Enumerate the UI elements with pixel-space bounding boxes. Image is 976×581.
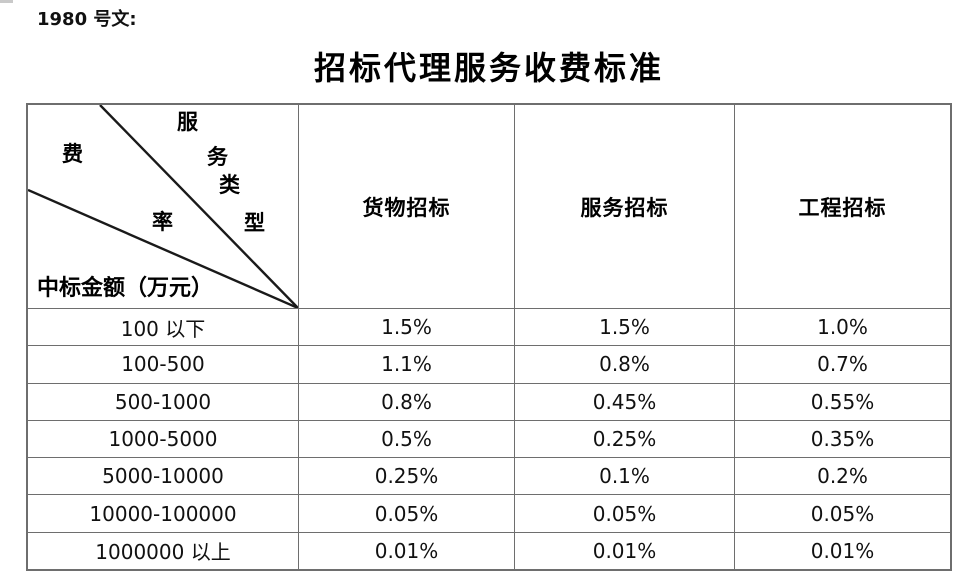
- table-row: 10000-100000 0.05% 0.05% 0.05%: [28, 494, 950, 532]
- rate-cell: 0.25%: [514, 420, 734, 458]
- corner-label-service-type-char: 务: [207, 144, 228, 169]
- rate-value: 1.1%: [381, 352, 432, 377]
- column-header-label: 工程招标: [798, 194, 887, 220]
- rate-value: 0.8%: [381, 389, 432, 414]
- table-row: 100-500 1.1% 0.8% 0.7%: [28, 345, 950, 383]
- rate-cell: 1.5%: [298, 309, 514, 346]
- rate-value: 0.01%: [810, 538, 875, 563]
- rate-cell: 0.05%: [734, 495, 950, 532]
- row-label: 1000000 以上: [95, 540, 231, 565]
- corner-label-fee-rate-char: 率: [152, 209, 173, 234]
- rate-value: 0.45%: [592, 389, 657, 414]
- table-row: 1000-5000 0.5% 0.25% 0.35%: [28, 419, 950, 458]
- scan-edge-artifact: [0, 0, 13, 3]
- column-header-goods: 货物招标: [298, 105, 514, 308]
- row-label: 100 以下: [120, 316, 206, 341]
- rate-value: 0.05%: [810, 501, 875, 526]
- rate-value: 0.55%: [810, 389, 875, 414]
- row-label-cell: 1000000 以上: [28, 533, 298, 569]
- row-label: 10000-100000: [89, 501, 237, 526]
- table-row: 1000000 以上 0.01% 0.01% 0.01%: [28, 531, 950, 569]
- table-header-row: 服 务 类 型 费 率 中标金额（万元） 货物招标 服务招标 工程招标: [28, 105, 950, 308]
- row-label-cell: 1000-5000: [28, 421, 298, 457]
- rate-value: 0.25%: [592, 426, 657, 451]
- column-header-works: 工程招标: [734, 105, 950, 308]
- rate-cell: 0.7%: [734, 346, 950, 383]
- rate-value: 0.2%: [817, 464, 868, 489]
- fee-standard-table: 服 务 类 型 费 率 中标金额（万元） 货物招标 服务招标 工程招标 100 …: [26, 103, 952, 571]
- page-title: 招标代理服务收费标准: [313, 49, 664, 87]
- rate-cell: 0.05%: [298, 495, 514, 532]
- row-label: 1000-5000: [108, 426, 218, 451]
- rate-value: 0.35%: [810, 426, 875, 451]
- corner-label-fee-rate-char: 费: [62, 141, 83, 166]
- rate-value: 1.0%: [817, 315, 868, 340]
- row-label: 500-1000: [114, 389, 212, 414]
- rate-cell: 0.45%: [514, 383, 734, 420]
- rate-cell: 0.01%: [514, 532, 734, 569]
- rate-cell: 0.01%: [298, 532, 514, 569]
- rate-value: 0.5%: [381, 426, 432, 451]
- rate-cell: 0.5%: [298, 420, 514, 458]
- row-label-cell: 10000-100000: [28, 495, 298, 531]
- corner-label-service-type-char: 类: [219, 172, 240, 197]
- rate-value: 0.1%: [599, 464, 650, 489]
- rate-value: 0.01%: [374, 538, 439, 563]
- rate-cell: 0.01%: [734, 532, 950, 569]
- rate-value: 1.5%: [381, 315, 432, 340]
- rate-value: 0.05%: [374, 501, 439, 526]
- diagonal-divider-lines: [28, 105, 298, 308]
- rate-cell: 1.1%: [298, 346, 514, 383]
- document-reference: 1980 号文:: [37, 9, 137, 30]
- row-label: 100-500: [121, 352, 205, 377]
- rate-value: 1.5%: [599, 315, 650, 340]
- row-axis-label: 中标金额（万元）: [37, 275, 214, 301]
- rate-value: 0.8%: [599, 352, 650, 377]
- table-row: 5000-10000 0.25% 0.1% 0.2%: [28, 457, 950, 495]
- rate-cell: 0.8%: [514, 346, 734, 383]
- table-row: 100 以下 1.5% 1.5% 1.0%: [28, 308, 950, 346]
- rate-value: 0.05%: [592, 501, 657, 526]
- row-label-cell: 100 以下: [28, 309, 298, 345]
- rate-cell: 0.1%: [514, 458, 734, 495]
- rate-cell: 0.2%: [734, 458, 950, 495]
- corner-label-service-type-char: 型: [244, 210, 265, 235]
- rate-value: 0.7%: [817, 352, 868, 377]
- rate-value: 0.01%: [592, 538, 657, 563]
- rate-cell: 0.05%: [514, 495, 734, 532]
- rate-cell: 0.35%: [734, 420, 950, 458]
- row-label-cell: 500-1000: [28, 384, 298, 420]
- rate-value: 0.25%: [374, 464, 439, 489]
- diagonal-split-header-cell: 服 务 类 型 费 率 中标金额（万元）: [28, 105, 298, 308]
- rate-cell: 1.0%: [734, 309, 950, 346]
- column-header-label: 服务招标: [580, 194, 669, 220]
- rate-cell: 0.25%: [298, 458, 514, 495]
- table-row: 500-1000 0.8% 0.45% 0.55%: [28, 382, 950, 420]
- row-label-cell: 5000-10000: [28, 458, 298, 494]
- row-label: 5000-10000: [102, 464, 224, 489]
- row-label-cell: 100-500: [28, 346, 298, 382]
- rate-cell: 0.8%: [298, 383, 514, 420]
- corner-label-service-type-char: 服: [177, 109, 198, 134]
- column-header-label: 货物招标: [362, 194, 451, 220]
- column-header-services: 服务招标: [514, 105, 734, 308]
- rate-cell: 1.5%: [514, 309, 734, 346]
- rate-cell: 0.55%: [734, 383, 950, 420]
